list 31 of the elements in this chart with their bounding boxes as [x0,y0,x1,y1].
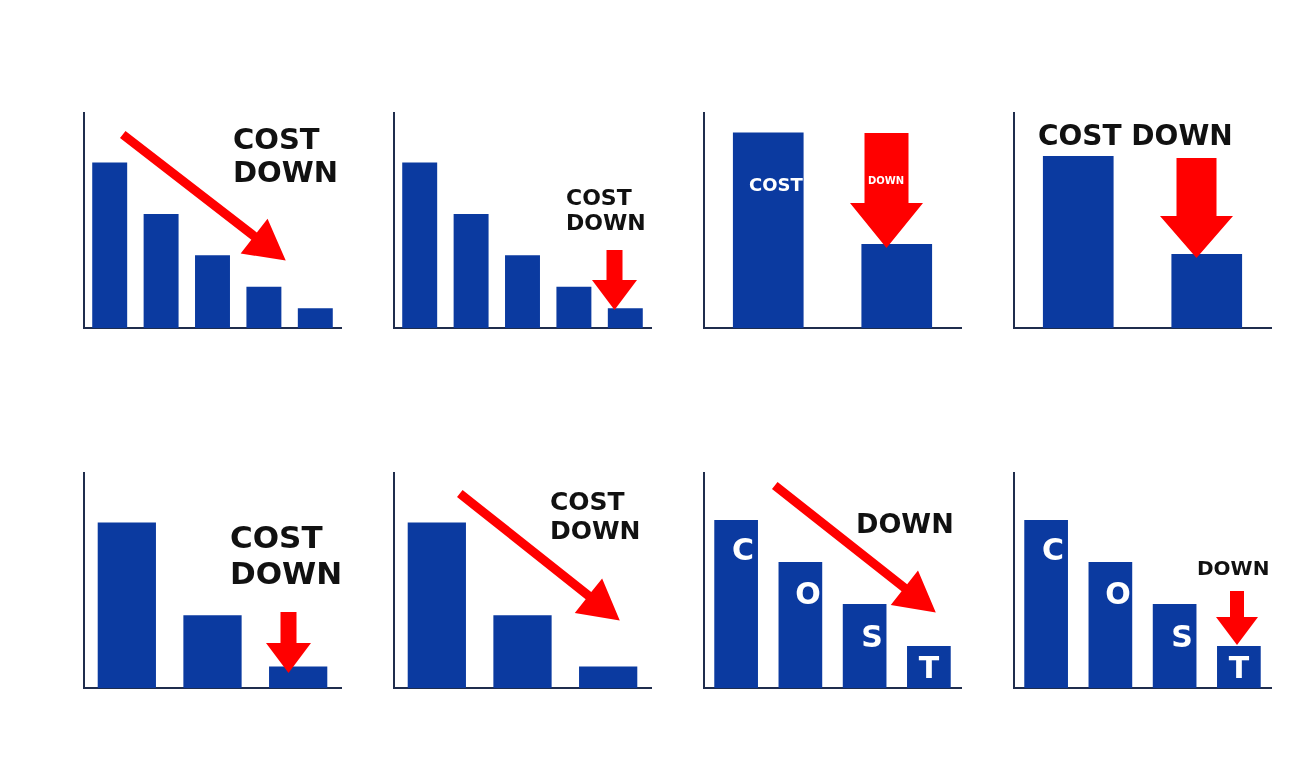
annotation: S [860,619,884,655]
bar [453,213,489,328]
annotation: COST DOWN [233,122,339,190]
bar [195,255,230,328]
annotation: O [1104,576,1132,612]
bar [143,213,179,328]
bar [505,255,540,328]
annotation: COST DOWN [230,519,344,592]
annotation: C [731,532,755,568]
annotation: S [1170,619,1194,655]
bar [1152,604,1197,688]
annotation: COST [748,174,804,196]
annotation: DOWN [1197,556,1271,580]
bar [402,162,438,328]
annotation: COST DOWN [566,185,647,236]
bar [842,604,887,688]
bar [297,308,333,328]
text: COST DOWN [1038,119,1234,153]
annotation: T [1227,650,1251,686]
bar [246,286,282,328]
annotation: COST DOWN [550,487,642,546]
annotation: DOWN [866,175,906,187]
annotation: DOWN [856,508,955,540]
annotation: C [1041,532,1065,568]
annotation: T [917,650,941,686]
annotation: O [794,576,822,612]
bar [714,520,758,688]
bar [92,162,128,328]
bar [778,562,823,688]
bar [1024,520,1068,688]
bar [1088,562,1133,688]
